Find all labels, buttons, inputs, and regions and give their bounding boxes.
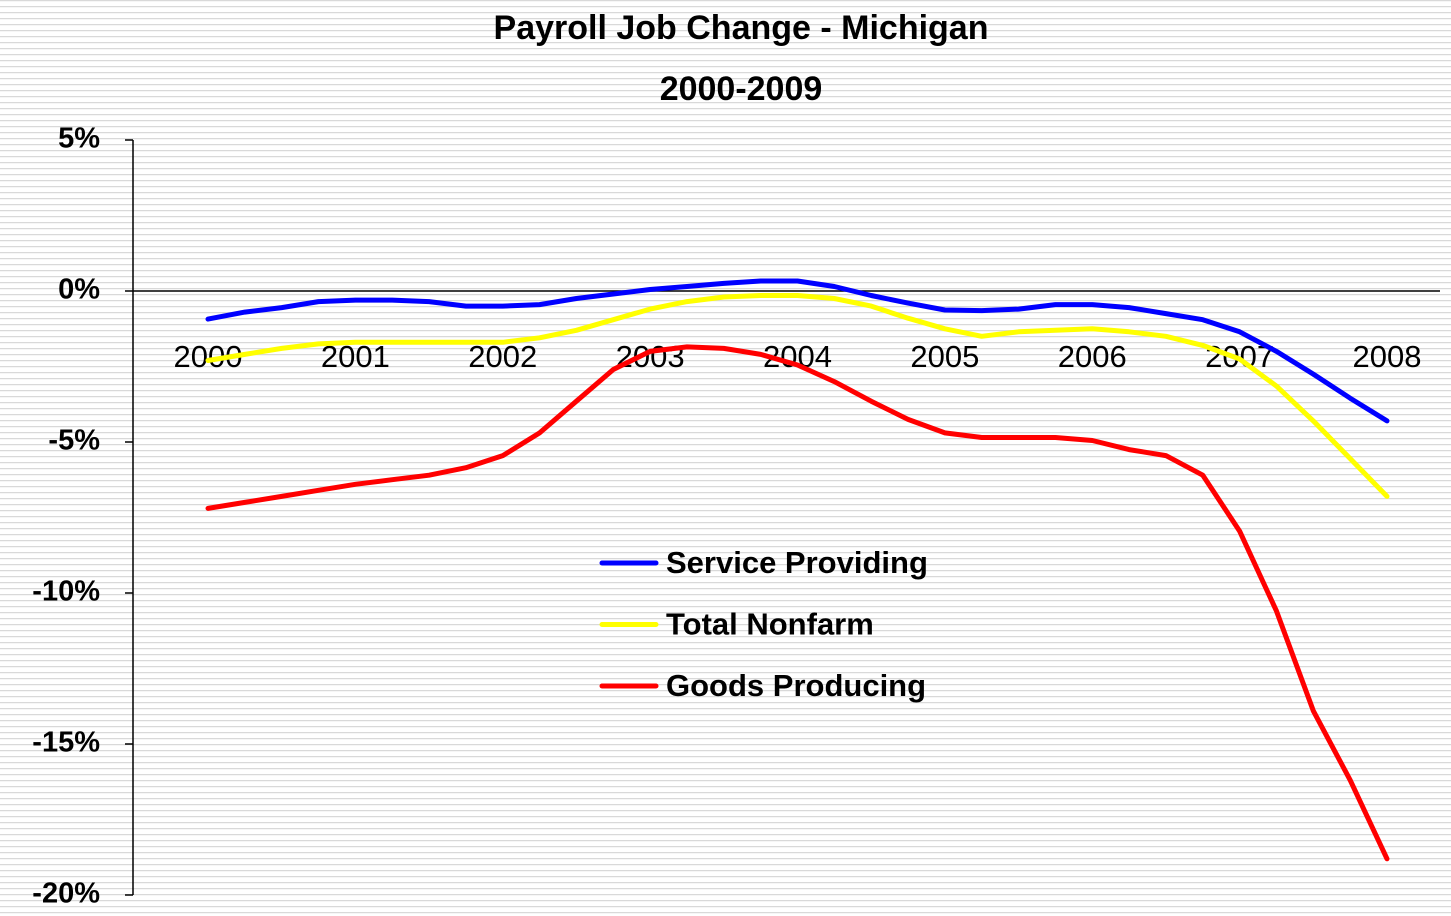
x-tick-label: 2005 bbox=[910, 339, 979, 374]
x-tick-label: 2002 bbox=[468, 339, 537, 374]
y-tick-label: 5% bbox=[58, 123, 100, 155]
x-tick-label: 2008 bbox=[1353, 339, 1422, 374]
series-line bbox=[205, 278, 1390, 424]
series-line bbox=[205, 344, 1390, 862]
legend-label: Total Nonfarm bbox=[666, 607, 874, 642]
series-line bbox=[205, 293, 1390, 499]
chart-subtitle: 2000-2009 bbox=[660, 70, 823, 108]
y-tick-label: -10% bbox=[32, 576, 100, 608]
x-tick-label: 2006 bbox=[1058, 339, 1127, 374]
legend-label: Service Providing bbox=[666, 545, 928, 580]
x-tick-label: 2003 bbox=[616, 339, 685, 374]
legend-label: Goods Producing bbox=[666, 668, 926, 703]
y-tick-label: 0% bbox=[58, 274, 100, 306]
y-tick-label: -20% bbox=[32, 878, 100, 910]
chart-title: Payroll Job Change - Michigan bbox=[494, 9, 989, 47]
y-tick-label: -15% bbox=[32, 727, 100, 759]
y-tick-label: -5% bbox=[48, 425, 100, 457]
